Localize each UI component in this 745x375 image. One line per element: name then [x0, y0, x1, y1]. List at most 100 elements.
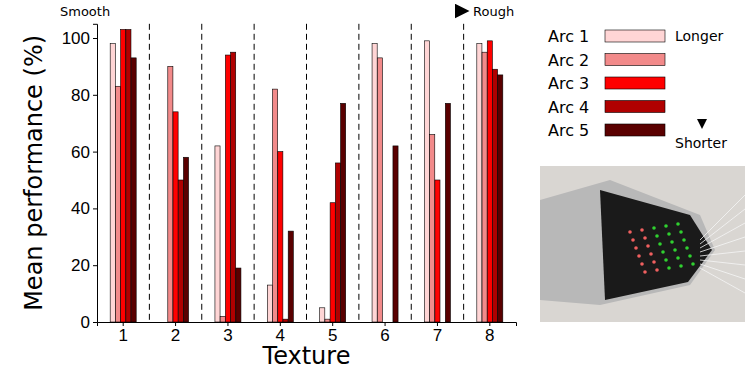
photo-dot — [658, 242, 662, 246]
y-tick-mark — [93, 38, 97, 39]
separator — [358, 24, 359, 322]
y-axis-title: Mean performance (%) — [20, 35, 48, 311]
bar — [178, 180, 183, 322]
x-tick: 2 — [171, 322, 180, 345]
photo-dot — [685, 246, 689, 250]
photo-dot — [646, 244, 650, 248]
y-tick-label: 60 — [71, 143, 90, 162]
bar — [215, 146, 220, 322]
x-tick-label: 6 — [380, 326, 389, 345]
photo-dot — [634, 246, 638, 250]
bar — [435, 180, 440, 322]
bar — [163, 322, 168, 323]
bar — [273, 89, 278, 322]
bar — [173, 112, 178, 322]
bars — [110, 29, 503, 322]
y-tick-label: 20 — [71, 256, 90, 275]
legend-label: Arc 1 — [548, 27, 589, 46]
x-tick-label: 1 — [118, 326, 127, 345]
bar — [424, 41, 429, 322]
photo-dot — [667, 232, 671, 236]
x-tick: 7 — [433, 322, 442, 345]
y-tick-mark — [93, 152, 97, 153]
legend-label: Arc 5 — [548, 121, 589, 140]
photo-whisker — [700, 195, 745, 240]
bar — [183, 157, 188, 322]
separator — [149, 24, 150, 322]
photo-body — [540, 180, 715, 305]
photo-dot — [673, 248, 677, 252]
photo-whisker — [700, 251, 745, 256]
bar — [477, 44, 482, 322]
photo-dot — [652, 260, 656, 264]
photo-background — [540, 166, 745, 322]
legend-label: Arc 4 — [548, 98, 589, 117]
y-tick-mark — [93, 95, 97, 96]
bar — [236, 268, 241, 322]
x-tick-label: 7 — [433, 326, 442, 345]
photo-dot — [649, 252, 653, 256]
bar — [320, 308, 325, 322]
photo-dot — [655, 234, 659, 238]
bar — [341, 103, 346, 322]
separators — [149, 24, 463, 322]
bar — [445, 103, 450, 322]
bar — [267, 285, 272, 322]
separator — [254, 24, 255, 322]
photo-whisker — [700, 268, 745, 293]
bar — [330, 203, 335, 322]
bar — [110, 44, 115, 322]
y-tick-mark — [93, 208, 97, 209]
bar — [498, 75, 503, 322]
legend: Arc 1Arc 2Arc 3Arc 4Arc 5LongerShorter — [548, 27, 727, 151]
legend-swatch — [605, 101, 665, 113]
direction-label: Rough — [473, 4, 514, 19]
bar — [487, 41, 492, 322]
photo-dot — [652, 226, 656, 230]
y-axis-line — [93, 24, 98, 322]
x-tick-label: 8 — [485, 326, 494, 345]
photo-dot — [688, 254, 692, 258]
y-tick: 80 — [71, 86, 97, 105]
legend-swatch — [605, 77, 665, 89]
photo-dot — [664, 224, 668, 228]
photo-cone — [600, 190, 712, 300]
photo-dot — [679, 264, 683, 268]
separator — [306, 24, 307, 322]
photo-dot — [643, 270, 647, 274]
bar — [383, 322, 388, 323]
legend-swatch — [605, 30, 665, 42]
bar — [388, 322, 393, 323]
bar — [288, 231, 293, 322]
y-tick: 20 — [71, 256, 97, 275]
direction-label: Smooth — [60, 4, 110, 19]
photo-dot — [661, 250, 665, 254]
y-tick: 0 — [81, 313, 97, 332]
photo-dot — [640, 262, 644, 266]
x-tick: 6 — [380, 322, 389, 345]
legend-direction-label: Longer — [675, 28, 723, 44]
legend-direction-arrow — [701, 48, 703, 128]
bar — [440, 322, 445, 323]
bar — [492, 69, 497, 322]
direction-arrow — [118, 10, 468, 13]
bar — [325, 319, 330, 322]
photo-dot — [628, 230, 632, 234]
bar — [168, 66, 173, 322]
y-tick-label: 40 — [71, 199, 90, 218]
bar — [372, 44, 377, 322]
chart: 02040608010012345678TextureMean performa… — [0, 0, 745, 375]
y-axis: 020406080100 — [62, 24, 98, 332]
separator — [411, 24, 412, 322]
x-tick-label: 3 — [223, 326, 232, 345]
photo-dot — [655, 268, 659, 272]
bar — [278, 152, 283, 322]
bar — [225, 55, 230, 322]
bar — [393, 146, 398, 322]
legend-direction-label: Shorter — [675, 135, 727, 151]
y-tick: 40 — [71, 199, 97, 218]
legend-swatch — [605, 124, 665, 136]
bar — [121, 29, 126, 322]
photo-whisker — [700, 260, 745, 265]
bar — [220, 316, 225, 322]
